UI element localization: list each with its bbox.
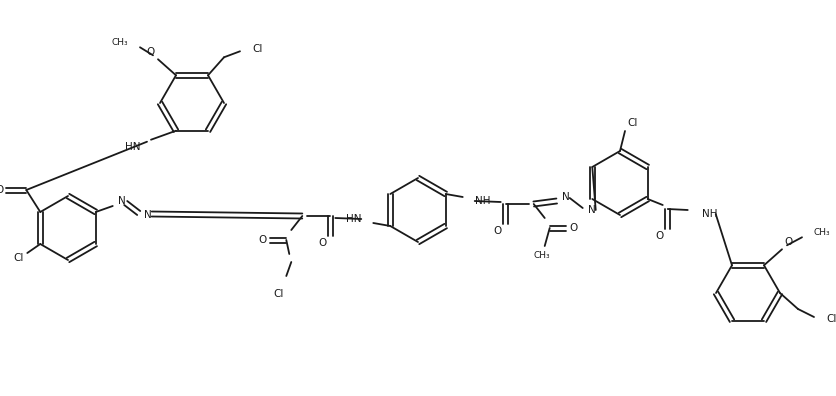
Text: Cl: Cl	[273, 289, 283, 299]
Text: O: O	[655, 231, 663, 241]
Text: N: N	[561, 192, 569, 202]
Text: CH₃: CH₃	[813, 228, 829, 237]
Text: HN: HN	[345, 214, 361, 224]
Text: Cl: Cl	[13, 253, 23, 263]
Text: HN: HN	[125, 142, 140, 152]
Text: Cl: Cl	[825, 314, 835, 324]
Text: N: N	[144, 210, 151, 220]
Text: CH₃: CH₃	[111, 38, 128, 47]
Text: O: O	[493, 226, 502, 236]
Text: Cl: Cl	[626, 118, 636, 128]
Text: Cl: Cl	[252, 44, 262, 54]
Text: N: N	[118, 196, 125, 206]
Text: NH: NH	[701, 209, 716, 219]
Text: O: O	[569, 223, 577, 233]
Text: O: O	[0, 185, 3, 195]
Text: O: O	[318, 238, 326, 248]
Text: O: O	[784, 237, 793, 247]
Text: O: O	[146, 47, 155, 57]
Text: O: O	[257, 235, 266, 245]
Text: NH: NH	[474, 196, 490, 206]
Text: N: N	[587, 205, 595, 215]
Text: CH₃: CH₃	[533, 251, 549, 259]
